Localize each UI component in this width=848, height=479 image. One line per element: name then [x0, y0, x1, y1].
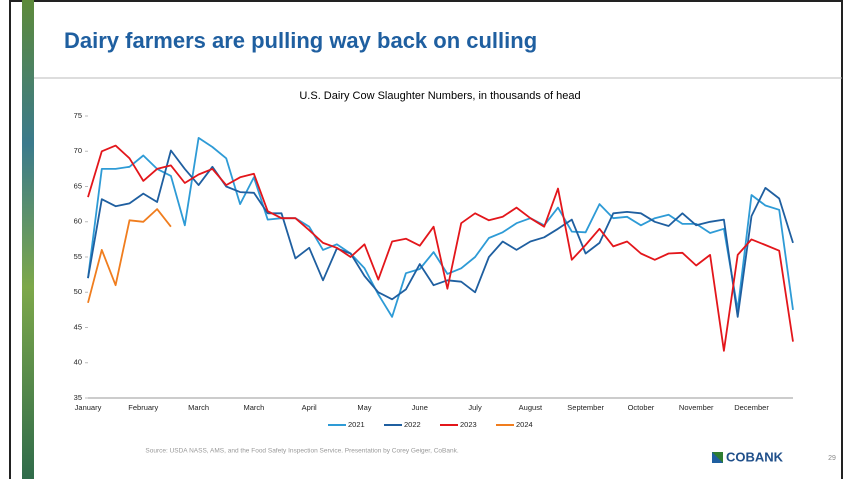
- y-tick-label: 40: [74, 358, 82, 367]
- y-tick-label: 35: [74, 393, 82, 402]
- x-tick-label: July: [468, 403, 482, 412]
- x-tick-label: January: [75, 403, 102, 412]
- logo-mark-accent: [712, 452, 723, 463]
- y-tick-label: 65: [74, 181, 82, 190]
- x-tick-label: March: [243, 403, 264, 412]
- y-tick-label: 45: [74, 322, 82, 331]
- x-tick-label: September: [567, 403, 604, 412]
- y-tick-label: 50: [74, 287, 82, 296]
- legend-label: 2023: [460, 420, 477, 429]
- slide-title: Dairy farmers are pulling way back on cu…: [64, 28, 537, 53]
- x-tick-label: October: [628, 403, 655, 412]
- y-tick-label: 60: [74, 217, 82, 226]
- series-line: [87, 144, 794, 352]
- x-tick-label: December: [734, 403, 769, 412]
- x-tick-label: April: [302, 403, 317, 412]
- series-line: [87, 208, 172, 304]
- page-number: 29: [828, 455, 836, 462]
- x-tick-label: November: [679, 403, 714, 412]
- source: Source: USDA NASS, AMS, and the Food Saf…: [145, 448, 458, 455]
- legend-label: 2022: [404, 420, 421, 429]
- x-tick-label: March: [188, 403, 209, 412]
- chart-title: U.S. Dairy Cow Slaughter Numbers, in tho…: [299, 90, 580, 102]
- x-tick-label: June: [412, 403, 428, 412]
- x-tick-label: February: [128, 403, 158, 412]
- side-stripe: [22, 0, 34, 479]
- y-tick-label: 75: [74, 111, 82, 120]
- legend-label: 2021: [348, 420, 365, 429]
- plot: 35 40 45 50 55 60 65 70 75 January February March Ma…: [74, 111, 794, 429]
- x-tick-label: May: [357, 403, 371, 412]
- series-line: [87, 149, 794, 318]
- x-tick-label: August: [519, 403, 543, 412]
- logo: COBANK: [726, 449, 784, 464]
- legend-label: 2024: [516, 420, 533, 429]
- y-tick-label: 55: [74, 252, 82, 261]
- y-tick-label: 70: [74, 146, 82, 155]
